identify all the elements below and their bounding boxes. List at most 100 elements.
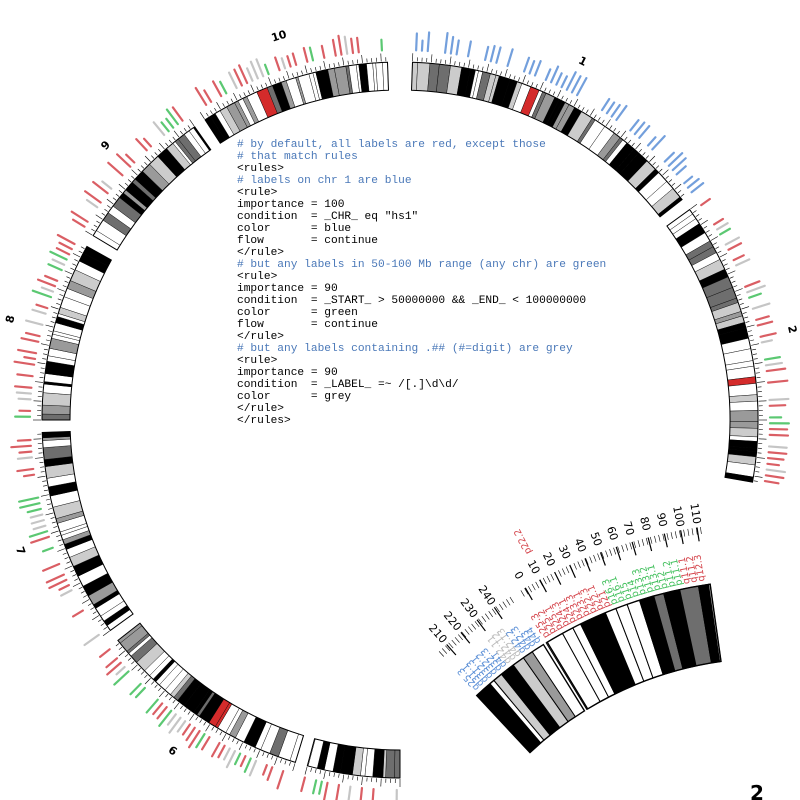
band-label-mark bbox=[31, 289, 53, 299]
minor-tick bbox=[249, 746, 252, 751]
minor-tick bbox=[463, 62, 465, 67]
minor-tick bbox=[548, 89, 551, 94]
code-line: importance = 100 bbox=[237, 199, 345, 211]
major-tick bbox=[158, 142, 165, 150]
minor-tick bbox=[731, 280, 736, 283]
code-line: color = green bbox=[237, 307, 358, 319]
minor-tick bbox=[64, 280, 69, 283]
cytoband bbox=[729, 400, 759, 412]
minor-tick bbox=[131, 661, 135, 665]
code-comment-line: # but any labels containing .## (#=digit… bbox=[237, 343, 573, 355]
scale-minor-tick bbox=[495, 606, 500, 613]
code-line: flow = continue bbox=[237, 319, 378, 331]
band-label-mark bbox=[245, 67, 254, 82]
major-tick bbox=[662, 169, 669, 176]
minor-tick bbox=[165, 142, 169, 147]
minor-tick bbox=[42, 480, 47, 482]
band-label-mark bbox=[651, 135, 666, 151]
band-label-mark bbox=[570, 75, 582, 94]
scale-tick-label: 230 bbox=[457, 596, 480, 621]
band-label-mark bbox=[266, 766, 274, 781]
chromosome-2-band-labels bbox=[700, 197, 790, 485]
scale-major-tick bbox=[647, 537, 653, 552]
minor-tick bbox=[577, 104, 581, 109]
scale-major-tick bbox=[524, 587, 533, 601]
band-label-mark bbox=[763, 356, 781, 361]
minor-tick bbox=[677, 190, 682, 194]
cytoband-label: q11.2 bbox=[685, 555, 701, 584]
minor-tick bbox=[239, 94, 242, 99]
major-tick bbox=[342, 774, 345, 783]
code-comment-line: # but any labels in 50-100 Mb range (any… bbox=[237, 259, 607, 271]
band-label-mark bbox=[768, 397, 790, 402]
minor-tick bbox=[103, 626, 107, 630]
scale-minor-tick bbox=[593, 554, 597, 562]
band-label-mark bbox=[768, 404, 787, 407]
minor-tick bbox=[168, 139, 172, 144]
minor-tick bbox=[638, 148, 642, 153]
major-tick bbox=[50, 530, 59, 534]
scale-tick-label: 20 bbox=[540, 550, 558, 568]
minor-tick bbox=[210, 110, 213, 115]
scale-minor-tick bbox=[609, 549, 613, 556]
band-label-mark bbox=[92, 180, 109, 195]
major-tick bbox=[361, 777, 363, 786]
band-label-mark bbox=[85, 198, 99, 209]
scale-tick-label: 210 bbox=[426, 622, 450, 646]
minor-tick bbox=[333, 63, 335, 68]
minor-tick bbox=[56, 303, 61, 305]
minor-tick bbox=[314, 769, 317, 774]
minor-tick bbox=[265, 82, 268, 87]
minor-tick bbox=[271, 755, 274, 760]
minor-tick bbox=[665, 175, 669, 179]
band-label-mark bbox=[26, 507, 42, 514]
minor-tick bbox=[66, 561, 71, 564]
major-tick bbox=[57, 548, 65, 552]
scale-tick-label: 70 bbox=[620, 520, 636, 537]
band-label-mark bbox=[380, 38, 384, 52]
band-label-mark bbox=[32, 524, 47, 531]
chromosome-5-ticks bbox=[304, 766, 401, 787]
minor-tick bbox=[80, 246, 85, 249]
band-label-mark bbox=[201, 736, 211, 751]
minor-tick bbox=[72, 574, 77, 577]
cytoband-label: p14 bbox=[626, 578, 642, 599]
major-tick bbox=[173, 702, 180, 710]
scale-minor-tick bbox=[464, 628, 470, 635]
scale-tick-label: 10 bbox=[525, 558, 543, 576]
major-tick bbox=[72, 253, 81, 258]
minor-tick bbox=[749, 334, 754, 337]
band-label-mark bbox=[17, 397, 32, 401]
minor-tick bbox=[526, 80, 529, 85]
band-label-mark bbox=[683, 175, 694, 185]
cytoband bbox=[42, 392, 72, 407]
code-line: </rule> bbox=[237, 247, 284, 259]
minor-tick bbox=[274, 79, 277, 84]
scale-major-tick bbox=[680, 530, 684, 545]
major-tick bbox=[106, 198, 114, 205]
major-tick bbox=[430, 54, 433, 63]
major-tick bbox=[620, 130, 627, 138]
band-label-mark bbox=[16, 456, 33, 460]
minor-tick bbox=[48, 508, 53, 510]
band-label-mark bbox=[16, 438, 32, 442]
minor-tick bbox=[458, 61, 461, 66]
scale-minor-tick bbox=[573, 563, 577, 570]
major-tick bbox=[757, 381, 766, 383]
scale-minor-tick bbox=[649, 536, 653, 544]
minor-tick bbox=[347, 60, 349, 65]
ideogram-outline bbox=[204, 61, 390, 144]
scale-minor-tick bbox=[461, 631, 467, 638]
cytoband bbox=[41, 404, 71, 415]
major-tick bbox=[199, 112, 205, 120]
major-tick bbox=[710, 236, 718, 241]
minor-tick bbox=[206, 112, 209, 117]
chromosome-1-ticks bbox=[412, 53, 685, 197]
minor-tick bbox=[203, 721, 207, 726]
scale-minor-tick bbox=[506, 599, 511, 606]
chromosome-1-ideogram bbox=[410, 61, 683, 218]
minor-tick bbox=[723, 263, 728, 266]
band-label-mark bbox=[42, 562, 61, 572]
major-tick bbox=[268, 77, 272, 85]
minor-tick bbox=[518, 77, 520, 82]
